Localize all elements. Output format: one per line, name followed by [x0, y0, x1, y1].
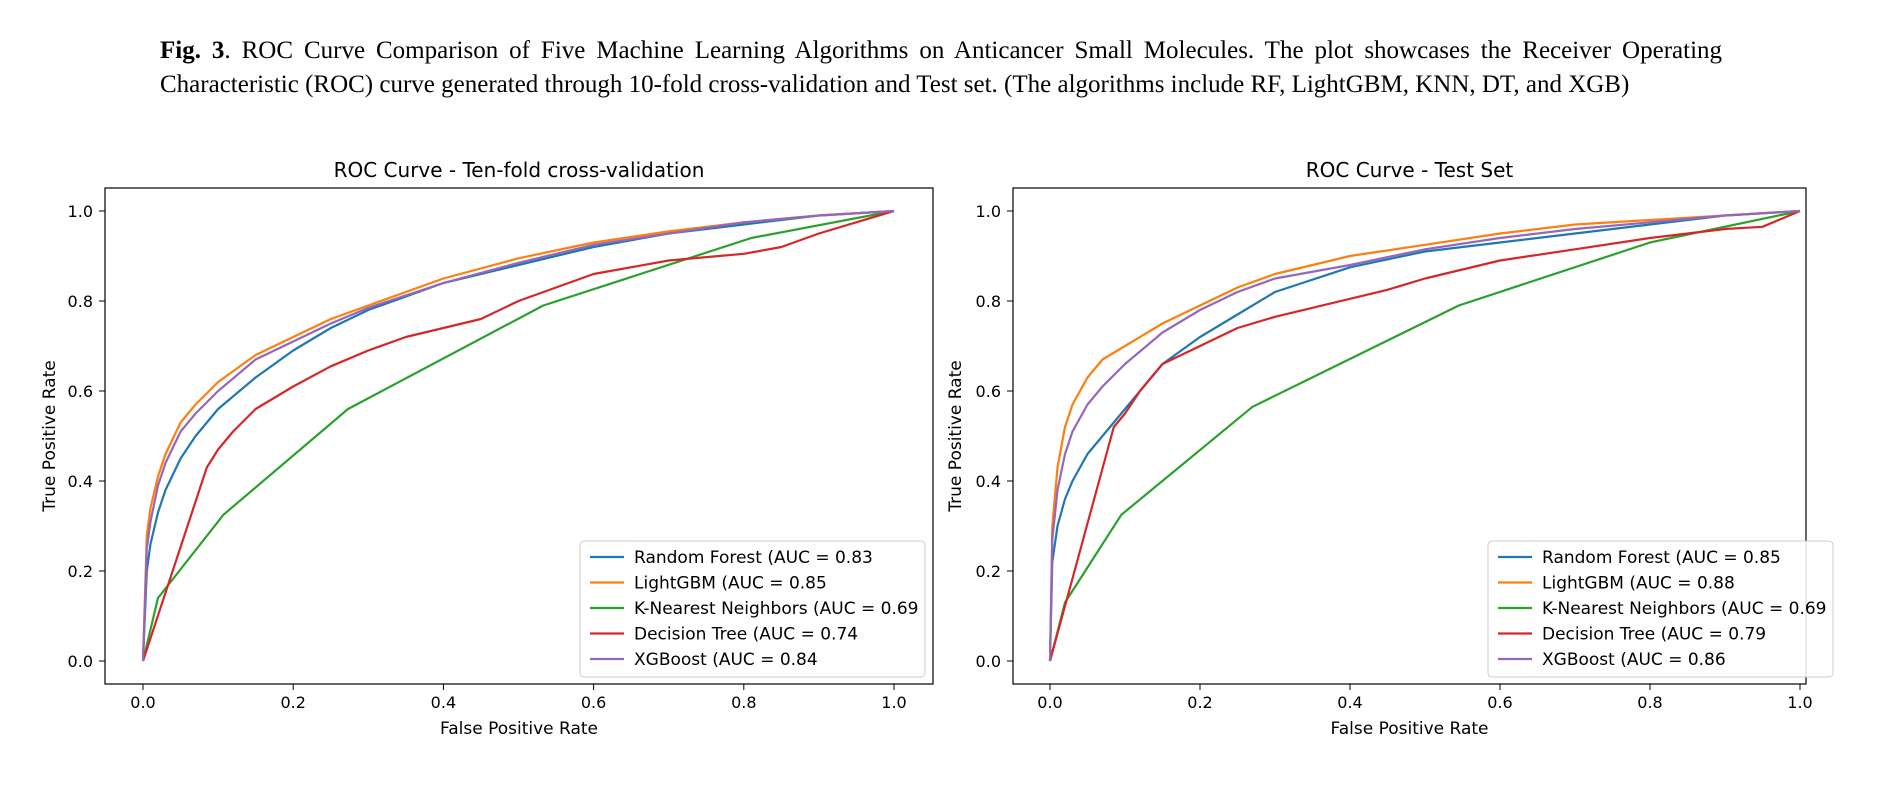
x-tick-label: 1.0 [1787, 693, 1812, 712]
x-tick-label: 0.2 [280, 693, 305, 712]
y-axis-label: True Positive Rate [946, 360, 966, 512]
x-tick-label: 0.2 [1187, 693, 1212, 712]
x-tick-label: 0.6 [581, 693, 606, 712]
legend-entry: LightGBM (AUC = 0.85 [634, 574, 827, 594]
x-axis-label: False Positive Rate [1331, 719, 1489, 739]
series-line-2 [141, 209, 895, 662]
series-line-2 [1048, 209, 1801, 662]
y-tick-label: 0.4 [976, 472, 1001, 491]
y-tick-label: 0.8 [68, 292, 93, 311]
legend-entry: LightGBM (AUC = 0.88 [1542, 574, 1735, 594]
legend-box [579, 540, 926, 678]
plot-frame [104, 187, 934, 685]
y-tick-label: 0.4 [68, 472, 93, 491]
x-tick-label: 0.8 [731, 693, 756, 712]
series-line-4 [1048, 209, 1801, 662]
x-axis-label: False Positive Rate [440, 719, 598, 739]
y-tick-label: 0.6 [976, 382, 1001, 401]
y-tick-label: 0.2 [68, 562, 93, 581]
legend-box [1487, 540, 1834, 678]
y-tick-label: 0.0 [68, 652, 93, 671]
legend-entry: XGBoost (AUC = 0.84 [634, 650, 818, 670]
y-tick-label: 0.2 [976, 562, 1001, 581]
x-tick-label: 1.0 [881, 693, 906, 712]
y-tick-label: 1.0 [976, 202, 1001, 221]
series-line-3 [141, 209, 895, 662]
series-line-5 [1048, 209, 1801, 662]
legend-entry: K-Nearest Neighbors (AUC = 0.69 [1542, 599, 1826, 619]
chart-panel-1: ROC Curve - Ten-fold cross-validation 0.0… [40, 158, 934, 739]
x-tick-label: 0.4 [431, 693, 456, 712]
figure-label: Fig. 3 [160, 37, 225, 64]
chart-title: ROC Curve - Ten-fold cross-validation [334, 158, 705, 182]
x-tick-label: 0.8 [1637, 693, 1662, 712]
legend-entry: K-Nearest Neighbors (AUC = 0.69 [634, 599, 918, 619]
chart-title: ROC Curve - Test Set [1306, 158, 1514, 182]
chart-panel-2: ROC Curve - Test Set 0.0 0.2 0.4 0.6 0.8 1.0 0.… [946, 158, 1834, 739]
legend-entry: Random Forest (AUC = 0.85 [1542, 548, 1781, 568]
legend-entry: Decision Tree (AUC = 0.74 [634, 625, 858, 645]
y-tick-label: 0.0 [976, 652, 1001, 671]
series-line-1 [1048, 209, 1801, 662]
x-tick-label: 0.4 [1337, 693, 1362, 712]
x-tick-label: 0.0 [1037, 693, 1062, 712]
series-line-4 [141, 209, 895, 662]
x-tick-label: 0.0 [130, 693, 155, 712]
legend-entry: XGBoost (AUC = 0.86 [1542, 650, 1726, 670]
y-tick-label: 0.6 [68, 382, 93, 401]
caption-text: . ROC Curve Comparison of Five Machine L… [160, 37, 1723, 98]
y-axis-label: True Positive Rate [40, 360, 60, 512]
y-tick-label: 1.0 [68, 202, 93, 221]
x-tick-label: 0.6 [1487, 693, 1512, 712]
y-tick-label: 0.8 [976, 292, 1001, 311]
legend-entry: Decision Tree (AUC = 0.79 [1542, 625, 1766, 645]
figure-caption: Fig. 3. ROC Curve Comparison of Five Mac… [160, 34, 1722, 102]
plot-frame [1012, 187, 1807, 685]
legend-entry: Random Forest (AUC = 0.83 [634, 548, 873, 568]
series-line-5 [141, 209, 895, 662]
